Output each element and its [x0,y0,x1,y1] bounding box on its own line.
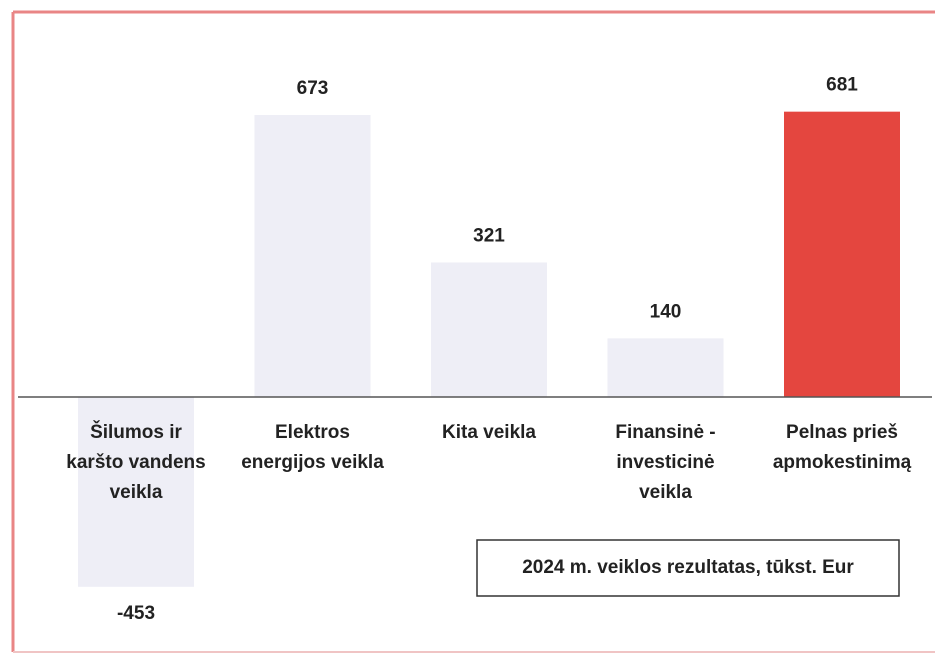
value-label: -453 [117,603,155,624]
bar [607,338,724,397]
chart-title: 2024 m. veiklos rezultatas, tūkst. Eur [522,557,854,578]
bar [254,115,371,397]
value-label: 681 [826,75,858,96]
value-label: 321 [473,226,505,247]
x-tick-label: Šilumos ir karšto vandens veikla [66,421,205,503]
caption-box [476,539,900,597]
x-tick-label: Finansinė -investicinė veikla [615,422,715,503]
value-label: 140 [650,301,682,322]
x-tick-label: Kita veikla [442,422,536,443]
value-label: 673 [297,78,329,99]
x-tick-label: Elektros energijos veikla [241,422,384,473]
x-tick-label: Pelnas prieš apmokestinimą [773,422,912,473]
bar [78,397,194,587]
bar [431,262,547,397]
bar [784,111,900,397]
